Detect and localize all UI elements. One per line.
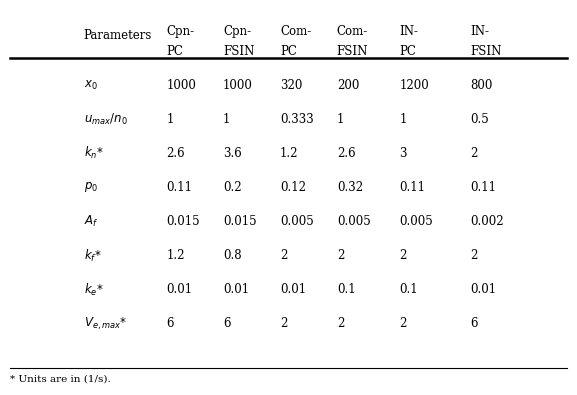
Text: 0.12: 0.12: [280, 181, 306, 194]
Text: 0.01: 0.01: [223, 283, 249, 296]
Text: 0.11: 0.11: [166, 181, 192, 194]
Text: 0.11: 0.11: [470, 181, 496, 194]
Text: 0.005: 0.005: [399, 215, 433, 228]
Text: 1: 1: [399, 113, 407, 126]
Text: 0.01: 0.01: [280, 283, 306, 296]
Text: $p_0$: $p_0$: [84, 181, 98, 194]
Text: $k_n$*: $k_n$*: [84, 145, 104, 162]
Text: 3.6: 3.6: [223, 147, 242, 160]
Text: 2.6: 2.6: [166, 147, 185, 160]
Text: 0.005: 0.005: [337, 215, 370, 228]
Text: $x_0$: $x_0$: [84, 79, 98, 92]
Text: IN-: IN-: [399, 25, 418, 38]
Text: 320: 320: [280, 79, 302, 92]
Text: 0.015: 0.015: [223, 215, 257, 228]
Text: 0.01: 0.01: [166, 283, 192, 296]
Text: 3: 3: [399, 147, 407, 160]
Text: IN-: IN-: [470, 25, 489, 38]
Text: 1000: 1000: [166, 79, 196, 92]
Text: $k_e$*: $k_e$*: [84, 282, 103, 297]
Text: Com-: Com-: [280, 25, 311, 38]
Text: 0.002: 0.002: [470, 215, 504, 228]
Text: 2: 2: [337, 249, 344, 262]
Text: 2: 2: [280, 249, 287, 262]
Text: Cpn-: Cpn-: [166, 25, 194, 38]
Text: 2: 2: [470, 147, 478, 160]
Text: 1.2: 1.2: [166, 249, 185, 262]
Text: 1.2: 1.2: [280, 147, 298, 160]
Text: 0.5: 0.5: [470, 113, 489, 126]
Text: PC: PC: [399, 45, 416, 58]
Text: 1: 1: [166, 113, 174, 126]
Text: 0.005: 0.005: [280, 215, 314, 228]
Text: 2: 2: [399, 317, 407, 330]
Text: 2.6: 2.6: [337, 147, 355, 160]
Text: Com-: Com-: [337, 25, 368, 38]
Text: 0.1: 0.1: [337, 283, 355, 296]
Text: 2: 2: [399, 249, 407, 262]
Text: FSIN: FSIN: [223, 45, 254, 58]
Text: 2: 2: [470, 249, 478, 262]
Text: 0.2: 0.2: [223, 181, 242, 194]
Text: 1200: 1200: [399, 79, 429, 92]
Text: PC: PC: [166, 45, 183, 58]
Text: 0.8: 0.8: [223, 249, 242, 262]
Text: 6: 6: [470, 317, 478, 330]
Text: * Units are in (1/s).: * Units are in (1/s).: [10, 375, 111, 384]
Text: FSIN: FSIN: [337, 45, 368, 58]
Text: 0.015: 0.015: [166, 215, 200, 228]
Text: PC: PC: [280, 45, 297, 58]
Text: 0.32: 0.32: [337, 181, 363, 194]
Text: Parameters: Parameters: [84, 28, 152, 41]
Text: Cpn-: Cpn-: [223, 25, 251, 38]
Text: 800: 800: [470, 79, 493, 92]
Text: 200: 200: [337, 79, 359, 92]
Text: 0.01: 0.01: [470, 283, 497, 296]
Text: $A_f$: $A_f$: [84, 214, 99, 229]
Text: $V_{e,max}$*: $V_{e,max}$*: [84, 315, 127, 332]
Text: 1000: 1000: [223, 79, 253, 92]
Text: FSIN: FSIN: [470, 45, 502, 58]
Text: 2: 2: [337, 317, 344, 330]
Text: 0.1: 0.1: [399, 283, 418, 296]
Text: 0.333: 0.333: [280, 113, 314, 126]
Text: 0.11: 0.11: [399, 181, 425, 194]
Text: 1: 1: [223, 113, 230, 126]
Text: 1: 1: [337, 113, 344, 126]
Text: 2: 2: [280, 317, 287, 330]
Text: $k_f$*: $k_f$*: [84, 247, 102, 263]
Text: 6: 6: [166, 317, 174, 330]
Text: $u_{max}/n_0$: $u_{max}/n_0$: [84, 112, 128, 127]
Text: 6: 6: [223, 317, 231, 330]
